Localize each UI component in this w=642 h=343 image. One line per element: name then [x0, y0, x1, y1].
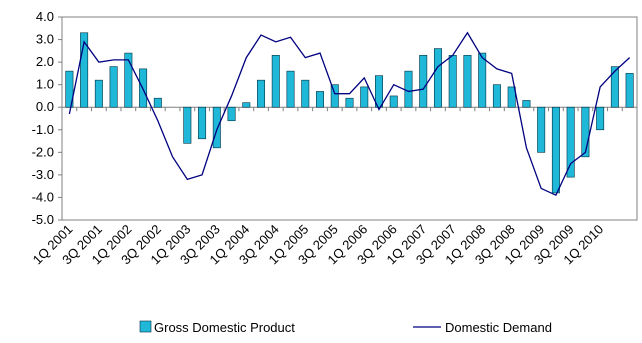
bar: [257, 79, 266, 108]
bar: [478, 52, 487, 108]
bar: [360, 86, 369, 108]
y-tick-label: -1.0: [32, 122, 54, 137]
y-tick-label: 4.0: [36, 9, 54, 24]
bar: [198, 106, 207, 140]
bar: [566, 106, 575, 178]
bar: [80, 32, 89, 108]
legend-swatch: [139, 320, 152, 333]
bar: [463, 55, 472, 108]
y-tick-label: -3.0: [32, 167, 54, 182]
bar: [448, 55, 457, 108]
bar: [581, 106, 590, 158]
bar: [183, 106, 192, 144]
bar: [492, 84, 501, 108]
bar: [596, 106, 605, 131]
bar: [316, 91, 324, 108]
bar: [212, 106, 221, 149]
y-tick-label: -4.0: [32, 189, 54, 204]
y-tick-label: 1.0: [36, 77, 54, 92]
bar: [65, 70, 74, 108]
bar: [551, 106, 560, 194]
plot-frame: [61, 16, 638, 221]
bar: [625, 73, 634, 108]
bar: [389, 95, 398, 108]
bar: [242, 102, 251, 108]
line: [68, 31, 631, 197]
bar: [227, 106, 236, 122]
y-tick-label: 2.0: [36, 54, 54, 69]
bar: [610, 66, 619, 108]
bar: [286, 70, 295, 108]
legend-label: Gross Domestic Product: [154, 320, 295, 335]
bar: [301, 79, 310, 108]
bar: [419, 55, 428, 108]
y-tick-label: -5.0: [32, 212, 54, 227]
bar: [522, 100, 531, 108]
y-tick-label: 3.0: [36, 32, 54, 47]
bar: [109, 66, 118, 108]
bar: [94, 79, 103, 108]
bar: [507, 86, 516, 108]
bar: [271, 55, 280, 108]
bar: [375, 75, 383, 108]
bar: [330, 84, 339, 108]
bar: [433, 48, 442, 108]
bar: [124, 52, 133, 108]
bar: [537, 106, 546, 153]
y-tick-label: -2.0: [32, 144, 54, 159]
bar: [153, 97, 162, 108]
bar: [404, 70, 413, 108]
y-tick-label: 0.0: [36, 99, 54, 114]
legend-label: Domestic Demand: [445, 320, 552, 335]
bar: [345, 97, 354, 108]
